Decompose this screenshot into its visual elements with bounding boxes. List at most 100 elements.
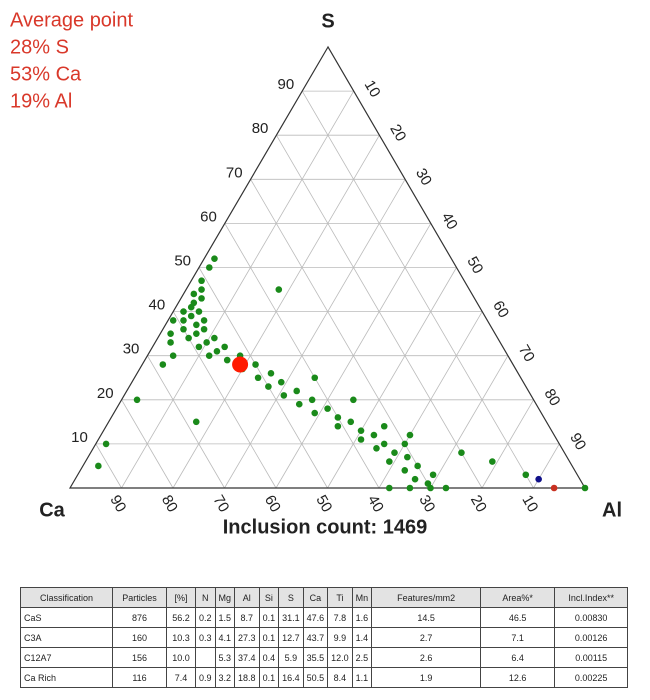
table-cell: 0.1 bbox=[258, 667, 280, 688]
data-point bbox=[406, 431, 414, 439]
data-point bbox=[311, 409, 319, 417]
data-point bbox=[200, 325, 208, 333]
data-point bbox=[350, 396, 357, 404]
data-point bbox=[102, 440, 110, 448]
average-ca: 53% Ca bbox=[10, 63, 82, 85]
data-point bbox=[373, 445, 380, 452]
grid-line bbox=[95, 443, 122, 489]
data-point bbox=[391, 449, 398, 457]
data-point bbox=[386, 458, 393, 465]
header-cell: Ti bbox=[327, 587, 353, 608]
data-point bbox=[267, 370, 275, 377]
tick-label: 10 bbox=[518, 492, 541, 515]
grid-line bbox=[172, 311, 277, 489]
table-cell: 156 bbox=[112, 647, 167, 668]
table-cell: 160 bbox=[112, 627, 167, 648]
table-cell: 8.7 bbox=[234, 607, 260, 628]
data-point bbox=[180, 325, 187, 333]
grid-line bbox=[301, 90, 534, 489]
grid-line bbox=[430, 355, 509, 489]
data-point bbox=[370, 431, 378, 439]
tick-label: 20 bbox=[467, 492, 490, 515]
table-row: Ca Rich 116 7.4 0.9 3.2 18.8 0.1 16.4 50.5 8.4 1.1… bbox=[20, 667, 629, 688]
data-point bbox=[205, 352, 213, 360]
data-point bbox=[401, 440, 409, 448]
data-point bbox=[213, 347, 221, 355]
tick-label: 10 bbox=[71, 429, 88, 446]
table-cell: 46.5 bbox=[480, 607, 556, 628]
data-point bbox=[489, 458, 496, 465]
tick-label: 60 bbox=[261, 492, 284, 515]
table-cell: 31.1 bbox=[278, 607, 304, 628]
vertex-label: S bbox=[321, 10, 334, 32]
data-point bbox=[277, 378, 285, 386]
tick-label: 50 bbox=[312, 492, 335, 515]
table-cell: 0.2 bbox=[195, 607, 216, 628]
data-point bbox=[347, 418, 355, 426]
header-row: Classification Particles [%] N Mg Al Si S Ca Ti Mn… bbox=[20, 587, 629, 608]
tick-label: 70 bbox=[209, 492, 232, 515]
data-point bbox=[195, 308, 203, 315]
data-point bbox=[429, 471, 437, 479]
tick-label: 40 bbox=[364, 492, 387, 515]
data-point bbox=[252, 361, 259, 368]
tick-label: 40 bbox=[438, 210, 461, 233]
grid-line bbox=[147, 355, 225, 489]
vertex-label: Al bbox=[602, 499, 622, 521]
header-cell: Al bbox=[234, 587, 260, 608]
grid-line bbox=[327, 267, 457, 489]
table-cell: 1.1 bbox=[351, 667, 373, 688]
table-cell: 0.00830 bbox=[554, 607, 629, 628]
data-point bbox=[223, 356, 231, 364]
table-row: C12A7 156 10.0 5.3 37.4 0.4 5.9 35.5 12.0 2.5 2.6 6… bbox=[20, 647, 629, 668]
tick-label: 90 bbox=[106, 492, 129, 515]
data-point bbox=[522, 471, 530, 479]
table-cell: 7.1 bbox=[480, 627, 556, 648]
data-point bbox=[167, 330, 174, 337]
tick-label: 50 bbox=[174, 252, 191, 269]
data-point bbox=[311, 374, 319, 382]
data-point bbox=[334, 422, 342, 430]
classification-table: Classification Particles [%] N Mg Al Si S Ca Ti Mn… bbox=[20, 587, 629, 688]
grid-line bbox=[198, 267, 328, 489]
tick-label: 30 bbox=[123, 341, 140, 358]
table-cell: 47.6 bbox=[302, 607, 329, 628]
header-cell: Ca bbox=[302, 587, 329, 608]
data-point bbox=[427, 484, 434, 492]
table-cell: 5.3 bbox=[214, 647, 236, 668]
table-cell: 1.9 bbox=[371, 667, 482, 688]
table-cell: 12.6 bbox=[480, 667, 556, 688]
grid-line bbox=[121, 90, 355, 489]
header-cell: Si bbox=[258, 587, 280, 608]
header-cell: Mg bbox=[214, 587, 236, 608]
table-cell: 37.4 bbox=[234, 647, 260, 668]
tick-label: 60 bbox=[200, 208, 217, 225]
header-cell: N bbox=[195, 587, 216, 608]
data-point bbox=[411, 475, 419, 483]
table-cell: 10.3 bbox=[166, 627, 196, 648]
average-s: 28% S bbox=[10, 36, 69, 58]
data-point bbox=[280, 392, 288, 399]
data-point bbox=[187, 303, 195, 311]
data-point bbox=[211, 334, 218, 342]
tick-label: 30 bbox=[412, 166, 435, 189]
table-cell: 1.4 bbox=[351, 627, 373, 648]
data-point bbox=[406, 484, 414, 492]
data-point bbox=[169, 352, 177, 360]
tick-label: 80 bbox=[158, 492, 181, 515]
data-point bbox=[550, 484, 558, 492]
table-cell: 0.4 bbox=[258, 647, 280, 668]
header-cell: S bbox=[278, 587, 304, 608]
data-point bbox=[442, 484, 450, 492]
data-point bbox=[193, 330, 200, 337]
data-point bbox=[334, 414, 342, 421]
data-point bbox=[95, 462, 102, 470]
data-point bbox=[133, 396, 141, 404]
data-point bbox=[357, 436, 365, 443]
data-point bbox=[414, 462, 421, 470]
data-point bbox=[357, 427, 365, 434]
data-point bbox=[295, 400, 303, 408]
data-point bbox=[185, 334, 192, 342]
header-cell: Area%* bbox=[480, 587, 556, 608]
tick-label: 20 bbox=[97, 385, 114, 402]
